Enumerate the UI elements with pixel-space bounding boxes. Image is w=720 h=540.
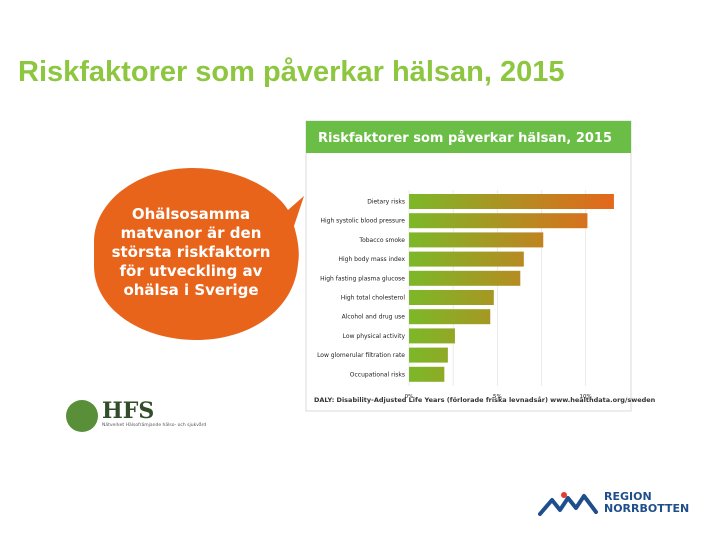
category-label: Dietary risks [367, 199, 405, 206]
bar [409, 270, 521, 286]
chart-header [306, 121, 631, 153]
hfs-leaf-icon [66, 400, 98, 432]
hfs-logo: HFS Nätverket Hälsofrämjande hälso- och … [66, 398, 216, 438]
region-line-1: REGION [604, 490, 652, 503]
slide-title: Riskfaktorer som påverkar hälsan, 2015 [18, 56, 565, 88]
callout-line: för utveckling av [119, 262, 263, 280]
hfs-tagline: Nätverket Hälsofrämjande hälso- och sjuk… [102, 423, 207, 428]
x-tick-labels: 0% 5% 10% [405, 394, 592, 400]
callout-line: största riskfaktorn [111, 243, 271, 261]
category-label: Low physical activity [343, 333, 406, 340]
category-label: High systolic blood pressure [320, 218, 405, 225]
category-label: High fasting plasma glucose [320, 275, 405, 282]
bar [409, 366, 445, 382]
bar [409, 213, 588, 229]
category-label: Alcohol and drug use [342, 314, 406, 321]
bar [409, 347, 448, 363]
speech-bubble [94, 168, 304, 340]
hfs-logo-text: HFS [102, 398, 155, 424]
x-tick-label: 0% [405, 394, 414, 400]
region-line-2: NORRBOTTEN [604, 502, 690, 515]
category-label: Tobacco smoke [358, 237, 405, 244]
x-tick-label: 10% [580, 394, 592, 400]
region-mark-icon [538, 492, 598, 516]
bar [409, 194, 614, 209]
bar [409, 328, 455, 344]
bars [409, 194, 614, 382]
callout-line: matvanor är den [120, 224, 262, 242]
bar [409, 309, 491, 325]
callout-line: ohälsa i Sverige [123, 281, 259, 299]
chart-footnote: DALY: Disability-Adjusted Life Years (fö… [314, 395, 656, 404]
bar [409, 232, 544, 248]
category-label: High body mass index [338, 256, 405, 263]
category-label: High total cholesterol [341, 295, 406, 302]
callout-line: Ohälsosamma [131, 205, 251, 223]
category-label: Low glomerular filtration rate [317, 352, 405, 359]
region-logo-text: REGION NORRBOTTEN [604, 491, 689, 515]
bar [409, 251, 524, 267]
bar [409, 290, 494, 305]
callout-text: Ohälsosamma matvanor är den största risk… [106, 205, 276, 300]
category-label: Occupational risks [350, 371, 405, 378]
x-tick-label: 5% [493, 394, 502, 400]
region-norrbotten-logo: REGION NORRBOTTEN [538, 490, 698, 520]
chart-title: Riskfaktorer som påverkar hälsan, 2015 [318, 131, 612, 146]
category-labels: Dietary risks High systolic blood pressur… [317, 199, 405, 379]
